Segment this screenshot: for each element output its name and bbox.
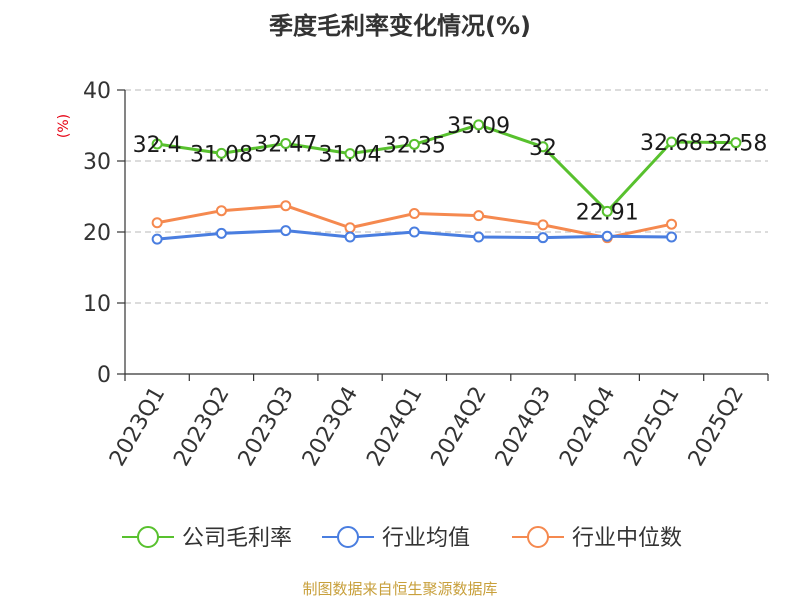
data-label-2023Q2: 31.08 bbox=[190, 142, 253, 167]
data-label-2024Q4: 22.91 bbox=[576, 200, 639, 225]
data-point bbox=[280, 137, 292, 149]
data-point bbox=[344, 148, 356, 160]
data-label-2023Q1: 32.4 bbox=[133, 133, 182, 158]
data-point bbox=[537, 232, 549, 244]
y-tick-label-10: 10 bbox=[83, 292, 111, 317]
series-lines bbox=[151, 119, 742, 245]
x-tick-label-2024Q3: 2024Q3 bbox=[491, 383, 556, 471]
y-tick-label-20: 20 bbox=[83, 221, 111, 246]
y-tick-label-0: 0 bbox=[97, 363, 111, 388]
data-point bbox=[151, 233, 163, 245]
data-point bbox=[215, 205, 227, 217]
x-tick-label-2023Q1: 2023Q1 bbox=[105, 383, 170, 471]
data-label-2025Q1: 32.68 bbox=[640, 131, 703, 156]
legend-label: 行业中位数 bbox=[572, 526, 682, 551]
y-tick-label-30: 30 bbox=[83, 150, 111, 175]
source-note: 制图数据来自恒生聚源数据库 bbox=[302, 580, 497, 598]
legend-swatch-marker bbox=[137, 526, 159, 548]
data-point bbox=[537, 141, 549, 153]
data-point bbox=[408, 226, 420, 238]
x-tick-label-2023Q2: 2023Q2 bbox=[169, 383, 234, 471]
series-company bbox=[151, 119, 742, 217]
legend-item-2: 行业中位数 bbox=[512, 526, 682, 551]
data-point bbox=[537, 219, 549, 231]
x-tick-label-2024Q2: 2024Q2 bbox=[427, 383, 492, 471]
legend-label: 公司毛利率 bbox=[182, 526, 292, 551]
data-label-2023Q4: 31.04 bbox=[319, 143, 382, 168]
data-point bbox=[151, 217, 163, 229]
data-label-2024Q1: 32.35 bbox=[383, 133, 446, 158]
x-tick-label-2024Q1: 2024Q1 bbox=[362, 383, 427, 471]
chart-title: 季度毛利率变化情况(%) bbox=[269, 12, 531, 40]
data-point bbox=[151, 138, 163, 150]
data-point bbox=[601, 230, 613, 242]
data-point bbox=[344, 222, 356, 234]
data-label-2025Q2: 32.58 bbox=[704, 132, 767, 157]
legend-item-0: 公司毛利率 bbox=[122, 526, 292, 551]
legend-item-1: 行业均值 bbox=[322, 526, 470, 551]
series-industry-mean bbox=[151, 225, 678, 245]
y-axis-unit-label: (%) bbox=[56, 114, 72, 138]
data-label-2024Q2: 35.09 bbox=[447, 114, 510, 139]
data-point bbox=[473, 210, 485, 222]
legend: 公司毛利率 行业均值 行业中位数 bbox=[122, 526, 682, 551]
y-tick-label-40: 40 bbox=[83, 79, 111, 104]
data-point bbox=[408, 208, 420, 220]
x-tick-label-2025Q2: 2025Q2 bbox=[684, 383, 749, 471]
series-line bbox=[156, 123, 736, 213]
data-point bbox=[730, 137, 742, 149]
data-point bbox=[666, 218, 678, 230]
data-label-2024Q3: 32 bbox=[529, 136, 557, 161]
legend-label: 行业均值 bbox=[382, 526, 470, 551]
data-point bbox=[215, 147, 227, 159]
legend-swatch-marker bbox=[337, 526, 359, 548]
data-point bbox=[215, 227, 227, 239]
data-point bbox=[280, 200, 292, 212]
x-tick-label-2025Q1: 2025Q1 bbox=[619, 383, 684, 471]
data-point bbox=[601, 205, 613, 217]
x-tick-label-2023Q4: 2023Q4 bbox=[298, 383, 363, 471]
data-point bbox=[473, 231, 485, 243]
data-point bbox=[344, 231, 356, 243]
legend-swatch-marker bbox=[527, 526, 549, 548]
data-point bbox=[473, 119, 485, 131]
data-point bbox=[666, 231, 678, 243]
data-point bbox=[408, 138, 420, 150]
data-label-2023Q3: 32.47 bbox=[254, 132, 317, 157]
x-tick-label-2023Q3: 2023Q3 bbox=[234, 383, 299, 471]
data-point bbox=[280, 225, 292, 237]
data-point bbox=[666, 136, 678, 148]
gridlines bbox=[125, 89, 768, 304]
x-tick-label-2024Q4: 2024Q4 bbox=[555, 383, 620, 471]
